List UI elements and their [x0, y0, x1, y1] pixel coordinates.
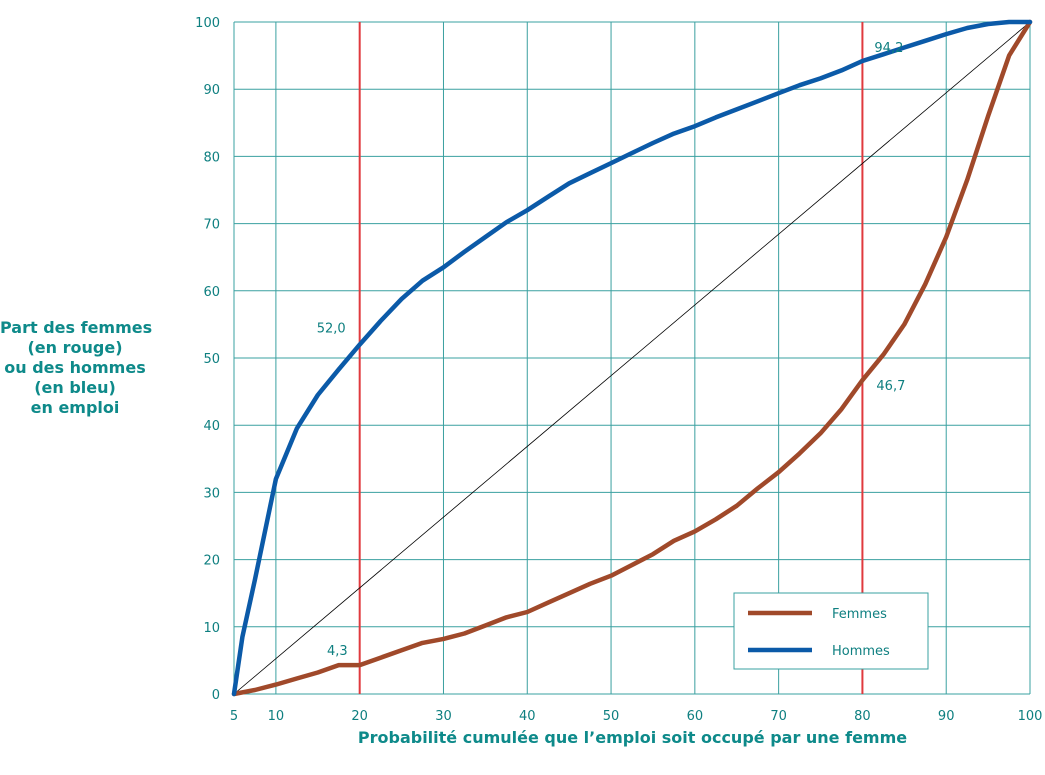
y-tick-label: 0: [212, 688, 220, 703]
data-label: 94,2: [874, 41, 903, 56]
y-tick-label: 70: [203, 218, 220, 233]
x-tick-label: 100: [1018, 709, 1043, 724]
legend-box: [733, 592, 929, 670]
x-tick-label: 70: [770, 709, 787, 724]
legend-label: Femmes: [832, 607, 887, 622]
x-tick-label: 40: [519, 709, 536, 724]
annotations: 52,0 94,2 4,3 46,7: [317, 41, 906, 659]
tick-labels: 5 10 20 30 40 50 60 70 80 90 100 0 10 20 30 40 50 60 70 80 9…: [195, 16, 1042, 724]
y-tick-label: 80: [203, 150, 220, 165]
y-axis-label-line: (en bleu): [34, 378, 116, 397]
x-tick-label: 30: [435, 709, 452, 724]
y-axis-label-line: en emploi: [30, 398, 120, 417]
x-tick-label: 90: [938, 709, 955, 724]
series-line-femmes: [231, 19, 1033, 697]
x-tick-label: 50: [603, 709, 620, 724]
y-tick-label: 40: [203, 419, 220, 434]
y-axis-label-line: Part des femmes: [0, 318, 153, 337]
x-tick-label: 10: [268, 709, 285, 724]
y-tick-label: 50: [203, 352, 220, 367]
data-label: 52,0: [317, 322, 346, 337]
x-axis-label: Probabilité cumulée que l’emploi soit oc…: [357, 728, 908, 747]
x-tick-label: 60: [687, 709, 704, 724]
x-tick-label: 5: [230, 709, 238, 724]
y-axis-label-line: ou des hommes: [4, 358, 146, 377]
y-tick-label: 10: [203, 621, 220, 636]
legend-label: Hommes: [832, 644, 890, 659]
equality-line: [233, 21, 1031, 695]
y-axis-label-line: (en rouge): [27, 338, 123, 357]
y-tick-label: 90: [203, 83, 220, 98]
series-group: [231, 19, 1033, 697]
x-tick-label: 80: [854, 709, 871, 724]
y-tick-label: 100: [195, 16, 220, 31]
legend: Femmes Hommes: [733, 592, 929, 670]
data-label: 4,3: [327, 644, 348, 659]
reference-lines: [358, 22, 864, 694]
y-tick-label: 60: [203, 285, 220, 300]
x-tick-label: 20: [351, 709, 368, 724]
diagonal-line: [233, 21, 1031, 695]
y-tick-label: 20: [203, 554, 220, 569]
series-line-hommes: [231, 19, 1033, 697]
data-label: 46,7: [876, 379, 905, 394]
y-axis-label: Part des femmes (en rouge) ou des hommes…: [0, 318, 153, 418]
y-tick-label: 30: [203, 486, 220, 501]
